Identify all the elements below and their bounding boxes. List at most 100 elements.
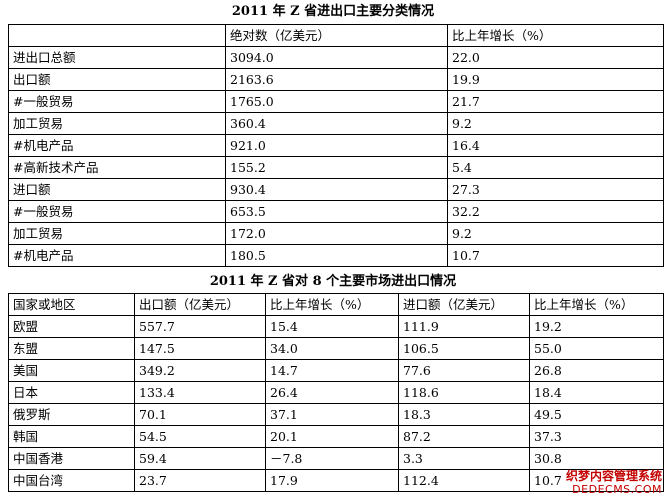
table-cell: 557.7 (134, 315, 266, 338)
table-cell: 37.1 (265, 403, 399, 426)
table-cell: 155.2 (225, 156, 448, 179)
table-cell: 16.4 (447, 134, 664, 157)
table-cell: 172.0 (225, 222, 448, 245)
table-row: 中国香港 59.4 －7.8 3.3 30.8 (8, 447, 664, 470)
watermark-domain: DEDECMS.COM (572, 483, 662, 496)
table-cell: 26.8 (529, 359, 664, 382)
column-header: 比上年增长（%） (265, 293, 399, 316)
row-label: 进出口总额 (8, 46, 226, 69)
table-cell: 26.4 (265, 381, 399, 404)
table-cell: 118.6 (398, 381, 530, 404)
column-header: 比上年增长（%） (447, 24, 664, 47)
table-cell: 21.7 (447, 90, 664, 113)
table-row: 加工贸易 360.4 9.2 (8, 112, 664, 135)
header-row: 绝对数（亿美元） 比上年增长（%） (8, 24, 664, 47)
row-label: 俄罗斯 (8, 403, 135, 426)
row-label: 东盟 (8, 337, 135, 360)
table-cell: 18.3 (398, 403, 530, 426)
table-cell: 34.0 (265, 337, 399, 360)
table-cell: 87.2 (398, 425, 530, 448)
market-import-export-table: 国家或地区 出口额（亿美元） 比上年增长（%） 进口额（亿美元） 比上年增长（%） 欧盟 5… (8, 293, 664, 492)
row-label: #一般贸易 (8, 90, 226, 113)
watermark-text: 织梦内容管理系统 (565, 469, 662, 483)
table-row: #机电产品 180.5 10.7 (8, 244, 664, 267)
table-row: #一般贸易 653.5 32.2 (8, 200, 664, 223)
table-cell: 15.4 (265, 315, 399, 338)
table-cell: 30.8 (529, 447, 664, 470)
table-row: 中国台湾 23.7 17.9 112.4 10.7 (8, 469, 664, 492)
import-export-category-table: 绝对数（亿美元） 比上年增长（%） 进出口总额 3094.0 22.0 出口额 2163.6… (8, 24, 664, 267)
table-cell: 19.2 (529, 315, 664, 338)
table-cell: 10.7 (447, 244, 664, 267)
table-cell: 1765.0 (225, 90, 448, 113)
table-cell: 111.9 (398, 315, 530, 338)
table-cell: 147.5 (134, 337, 266, 360)
row-label: 韩国 (8, 425, 135, 448)
table-cell: 349.2 (134, 359, 266, 382)
table-row: #一般贸易 1765.0 21.7 (8, 90, 664, 113)
row-label: 出口额 (8, 68, 226, 91)
row-label: #机电产品 (8, 134, 226, 157)
table-row: #高新技术产品 155.2 5.4 (8, 156, 664, 179)
table-row: 进出口总额 3094.0 22.0 (8, 46, 664, 69)
table-cell: 20.1 (265, 425, 399, 448)
table-cell: 32.2 (447, 200, 664, 223)
table-cell: 106.5 (398, 337, 530, 360)
watermark-logo: 织梦内容管理系统 DEDECMS.COM (542, 469, 662, 497)
table-cell: 22.0 (447, 46, 664, 69)
table-row: 欧盟 557.7 15.4 111.9 19.2 (8, 315, 664, 338)
table-cell: 921.0 (225, 134, 448, 157)
table-row: 加工贸易 172.0 9.2 (8, 222, 664, 245)
column-header: 出口额（亿美元） (134, 293, 266, 316)
table-cell: 360.4 (225, 112, 448, 135)
table-cell: 5.4 (447, 156, 664, 179)
header-row: 国家或地区 出口额（亿美元） 比上年增长（%） 进口额（亿美元） 比上年增长（%） (8, 293, 664, 316)
row-label: 中国香港 (8, 447, 135, 470)
table-row: 日本 133.4 26.4 118.6 18.4 (8, 381, 664, 404)
table-cell: 9.2 (447, 112, 664, 135)
table-cell: 59.4 (134, 447, 266, 470)
column-header: 进口额（亿美元） (398, 293, 530, 316)
table-cell: 19.9 (447, 68, 664, 91)
table2-title: 2011 年 Z 省对 8 个主要市场进出口情况 (209, 274, 457, 289)
table-cell: 3094.0 (225, 46, 448, 69)
table-cell: 133.4 (134, 381, 266, 404)
table-cell: 10.7 (529, 469, 664, 492)
table-cell: 3.3 (398, 447, 530, 470)
table-cell: 17.9 (265, 469, 399, 492)
table-cell: 27.3 (447, 178, 664, 201)
table-cell: 180.5 (225, 244, 448, 267)
table-row: #机电产品 921.0 16.4 (8, 134, 664, 157)
row-label: 日本 (8, 381, 135, 404)
row-label: 加工贸易 (8, 112, 226, 135)
row-label: #一般贸易 (8, 200, 226, 223)
table-cell: 18.4 (529, 381, 664, 404)
table-cell: 49.5 (529, 403, 664, 426)
row-label: 中国台湾 (8, 469, 135, 492)
table-row: 进口额 930.4 27.3 (8, 178, 664, 201)
table-cell: 930.4 (225, 178, 448, 201)
table-cell: 37.3 (529, 425, 664, 448)
table-cell: 70.1 (134, 403, 266, 426)
table-cell: －7.8 (265, 447, 399, 470)
table-cell: 55.0 (529, 337, 664, 360)
column-header (8, 24, 226, 47)
column-header: 绝对数（亿美元） (225, 24, 448, 47)
table1-title: 2011 年 Z 省进出口主要分类情况 (231, 4, 435, 19)
table-cell: 653.5 (225, 200, 448, 223)
row-label: 美国 (8, 359, 135, 382)
table-cell: 23.7 (134, 469, 266, 492)
table-row: 东盟 147.5 34.0 106.5 55.0 (8, 337, 664, 360)
row-label: #高新技术产品 (8, 156, 226, 179)
table-row: 出口额 2163.6 19.9 (8, 68, 664, 91)
table-cell: 14.7 (265, 359, 399, 382)
row-label: 进口额 (8, 178, 226, 201)
table-cell: 9.2 (447, 222, 664, 245)
column-header: 比上年增长（%） (529, 293, 664, 316)
table-cell: 2163.6 (225, 68, 448, 91)
table-cell: 112.4 (398, 469, 530, 492)
table-cell: 54.5 (134, 425, 266, 448)
table-row: 美国 349.2 14.7 77.6 26.8 (8, 359, 664, 382)
row-label: 加工贸易 (8, 222, 226, 245)
row-label: 欧盟 (8, 315, 135, 338)
